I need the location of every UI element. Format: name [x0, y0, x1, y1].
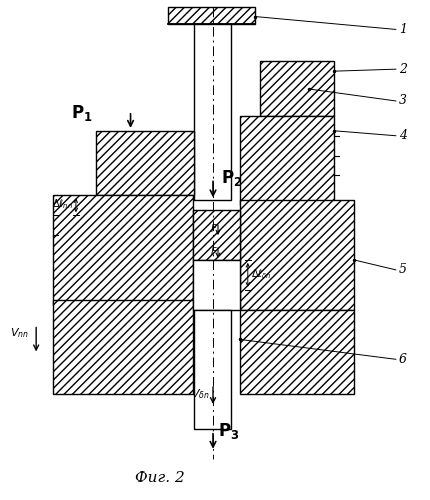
Text: $\mathbf{P_2}$: $\mathbf{P_2}$ [221, 168, 242, 188]
Bar [168, 6, 254, 25]
Bar [95, 131, 194, 196]
Text: $\Delta\ell_{nn}$: $\Delta\ell_{nn}$ [52, 198, 73, 211]
Bar [193, 210, 239, 260]
Text: $\mathbf{P_1}$: $\mathbf{P_1}$ [71, 103, 92, 123]
Text: $V_{\delta n}$: $V_{\delta n}$ [191, 387, 209, 401]
Text: Фиг. 2: Фиг. 2 [135, 472, 185, 486]
Text: 2: 2 [398, 62, 406, 76]
Text: 6: 6 [398, 353, 406, 366]
Text: 4: 4 [398, 129, 406, 142]
Bar [53, 196, 193, 304]
Bar [239, 116, 333, 206]
Bar [194, 24, 230, 201]
Text: F: F [210, 224, 215, 234]
Text: 3: 3 [398, 94, 406, 108]
Bar [53, 300, 193, 394]
Text: $\mathbf{P_3}$: $\mathbf{P_3}$ [218, 421, 239, 441]
Bar [259, 61, 333, 116]
Text: $\Delta\ell_{\delta n}$: $\Delta\ell_{\delta n}$ [250, 267, 271, 280]
Text: 1: 1 [398, 23, 406, 36]
Bar [239, 200, 353, 310]
Text: $V_{nn}$: $V_{nn}$ [10, 326, 29, 340]
Text: F: F [210, 247, 215, 257]
Bar [239, 310, 353, 394]
Bar [193, 260, 239, 310]
Text: 5: 5 [398, 264, 406, 276]
Bar [194, 310, 230, 429]
